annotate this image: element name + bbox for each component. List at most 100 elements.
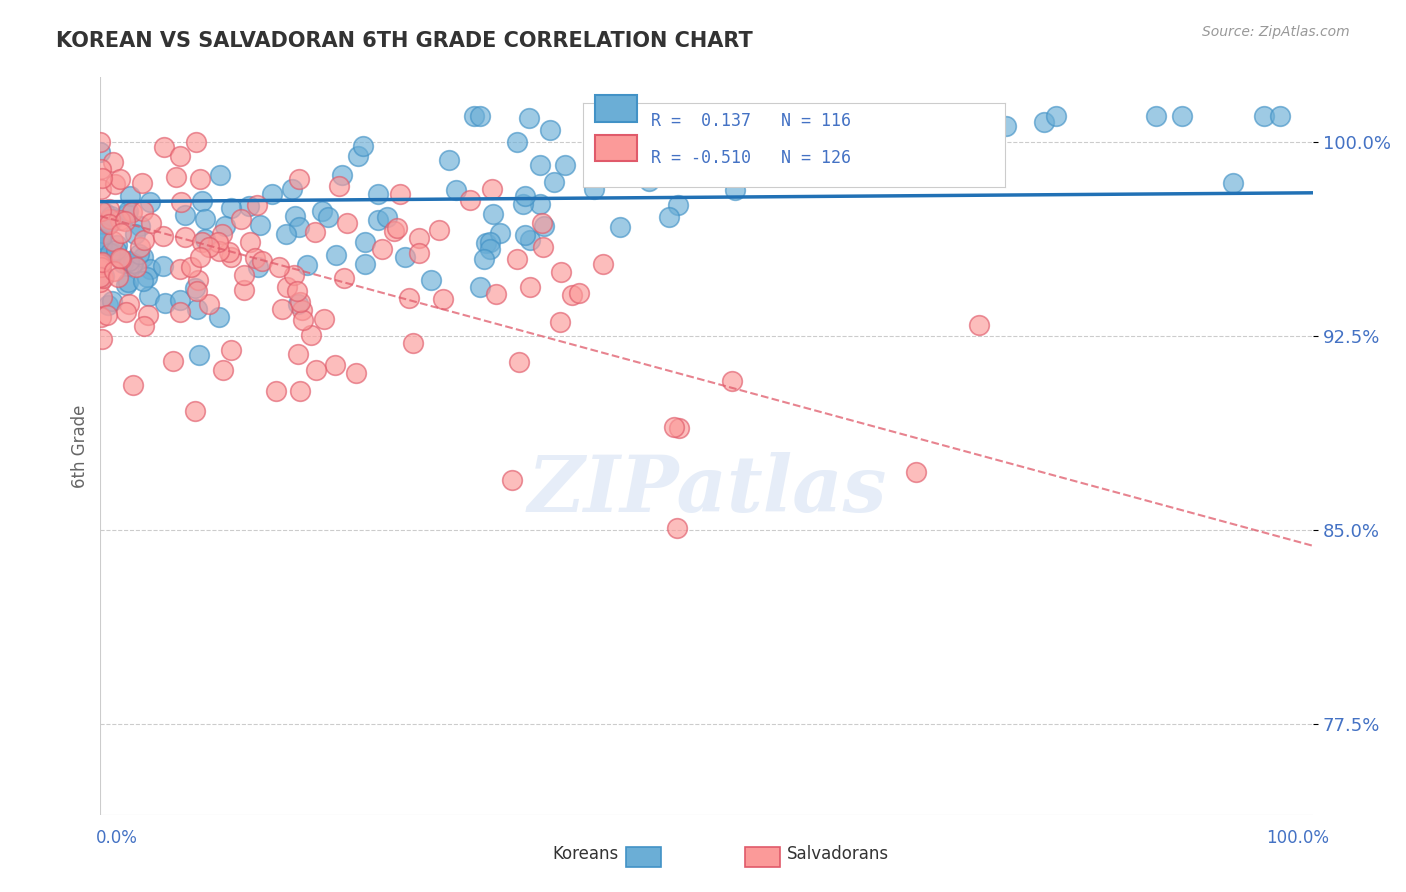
Point	[96, 308, 118, 322]
Point	[512, 197, 534, 211]
Point	[188, 348, 211, 362]
Point	[283, 268, 305, 282]
Point	[508, 355, 530, 369]
Point	[353, 257, 375, 271]
Point	[207, 235, 229, 249]
Point	[117, 207, 139, 221]
Point	[904, 465, 927, 479]
Point	[1270, 109, 1292, 123]
Point	[198, 297, 221, 311]
Point	[463, 109, 485, 123]
Point	[194, 231, 217, 245]
Point	[295, 258, 318, 272]
Point	[304, 225, 326, 239]
Point	[93, 268, 115, 283]
Point	[291, 303, 314, 318]
Point	[382, 224, 405, 238]
Point	[995, 120, 1018, 134]
Point	[89, 135, 111, 149]
Point	[377, 210, 399, 224]
Point	[427, 223, 450, 237]
Point	[110, 252, 132, 267]
Point	[880, 109, 903, 123]
Point	[519, 280, 541, 294]
Point	[103, 246, 125, 260]
Point	[135, 270, 157, 285]
Point	[97, 298, 120, 312]
Point	[128, 240, 150, 254]
Point	[100, 209, 122, 223]
Point	[194, 211, 217, 226]
Point	[515, 227, 537, 242]
Point	[353, 139, 375, 153]
Point	[128, 219, 150, 233]
Point	[543, 175, 565, 189]
Point	[402, 336, 425, 351]
Text: R =  0.137   N = 116: R = 0.137 N = 116	[651, 112, 851, 129]
Point	[531, 240, 554, 254]
Point	[517, 111, 540, 125]
Point	[387, 221, 409, 235]
Point	[134, 319, 156, 334]
Point	[101, 293, 124, 308]
Point	[485, 286, 508, 301]
Point	[281, 182, 304, 196]
Point	[550, 265, 572, 279]
Point	[138, 288, 160, 302]
Point	[183, 281, 205, 295]
Point	[311, 203, 333, 218]
Point	[328, 178, 350, 193]
Point	[538, 123, 561, 137]
Point	[561, 288, 583, 302]
Point	[139, 195, 162, 210]
Point	[188, 172, 211, 186]
Point	[107, 270, 129, 285]
Point	[162, 354, 184, 368]
Point	[89, 257, 111, 271]
Point	[111, 256, 134, 270]
Point	[721, 374, 744, 388]
Point	[152, 228, 174, 243]
Point	[114, 213, 136, 227]
Point	[274, 227, 297, 241]
Point	[91, 290, 114, 304]
Point	[398, 291, 420, 305]
Point	[110, 226, 132, 240]
Point	[692, 159, 714, 173]
Point	[394, 250, 416, 264]
Point	[506, 135, 529, 149]
Point	[219, 343, 242, 357]
Point	[132, 203, 155, 218]
Point	[529, 197, 551, 211]
Point	[91, 240, 114, 254]
Point	[91, 255, 114, 269]
Point	[724, 184, 747, 198]
Point	[198, 240, 221, 254]
Point	[91, 270, 114, 285]
Point	[93, 217, 115, 231]
Point	[108, 213, 131, 227]
Point	[141, 216, 163, 230]
Point	[662, 420, 685, 434]
Point	[124, 227, 146, 241]
Point	[270, 302, 292, 317]
Point	[479, 243, 502, 257]
Point	[118, 254, 141, 268]
Point	[153, 295, 176, 310]
Point	[533, 219, 555, 233]
Point	[212, 362, 235, 376]
Point	[186, 301, 208, 316]
Point	[666, 198, 689, 212]
Point	[432, 292, 454, 306]
Point	[90, 260, 112, 274]
Point	[101, 155, 124, 169]
Text: 100.0%: 100.0%	[1265, 829, 1329, 847]
Point	[246, 198, 269, 212]
Point	[408, 231, 430, 245]
Point	[269, 260, 291, 275]
Point	[287, 172, 309, 186]
Point	[100, 211, 122, 226]
Point	[260, 186, 283, 201]
Point	[367, 186, 389, 201]
Point	[347, 149, 370, 163]
